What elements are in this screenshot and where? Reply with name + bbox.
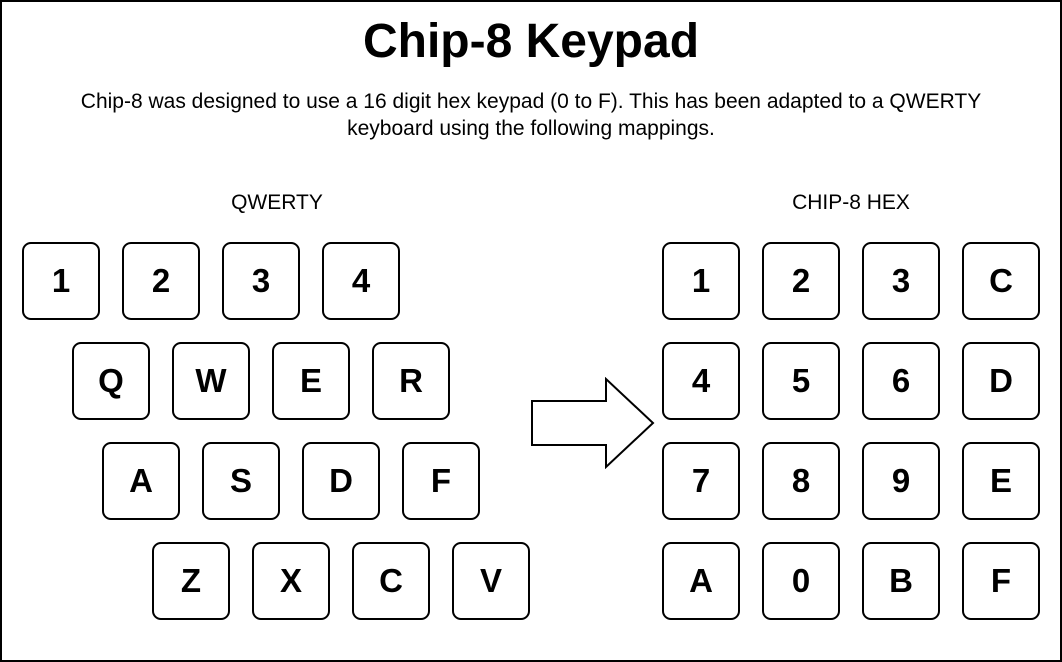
hex-key[interactable]: 9 — [862, 442, 940, 520]
page-title: Chip-8 Keypad — [362, 15, 700, 68]
qwerty-key[interactable]: W — [172, 342, 250, 420]
qwerty-key[interactable]: F — [402, 442, 480, 520]
description-text: Chip-8 was designed to use a 16 digit he… — [80, 90, 982, 140]
hex-key[interactable]: B — [862, 542, 940, 620]
hex-key[interactable]: 6 — [862, 342, 940, 420]
hex-key[interactable]: F — [962, 542, 1040, 620]
hex-key[interactable]: 7 — [662, 442, 740, 520]
right-arrow-icon — [531, 377, 655, 469]
hex-key[interactable]: E — [962, 442, 1040, 520]
qwerty-key[interactable]: 3 — [222, 242, 300, 320]
hex-key[interactable]: A — [662, 542, 740, 620]
hex-key[interactable]: 5 — [762, 342, 840, 420]
hex-key[interactable]: C — [962, 242, 1040, 320]
qwerty-key[interactable]: E — [272, 342, 350, 420]
qwerty-key[interactable]: C — [352, 542, 430, 620]
qwerty-key[interactable]: R — [372, 342, 450, 420]
qwerty-label: QWERTY — [231, 191, 323, 214]
qwerty-key[interactable]: D — [302, 442, 380, 520]
qwerty-key[interactable]: X — [252, 542, 330, 620]
qwerty-key[interactable]: 2 — [122, 242, 200, 320]
qwerty-key[interactable]: V — [452, 542, 530, 620]
qwerty-key[interactable]: Q — [72, 342, 150, 420]
qwerty-key[interactable]: 4 — [322, 242, 400, 320]
chip8-hex-label: CHIP-8 HEX — [792, 191, 910, 214]
qwerty-key[interactable]: Z — [152, 542, 230, 620]
qwerty-key[interactable]: 1 — [22, 242, 100, 320]
qwerty-key[interactable]: A — [102, 442, 180, 520]
hex-key[interactable]: 2 — [762, 242, 840, 320]
hex-key[interactable]: 3 — [862, 242, 940, 320]
hex-key[interactable]: 4 — [662, 342, 740, 420]
hex-key[interactable]: 0 — [762, 542, 840, 620]
hex-key[interactable]: 1 — [662, 242, 740, 320]
hex-key[interactable]: 8 — [762, 442, 840, 520]
qwerty-key[interactable]: S — [202, 442, 280, 520]
hex-key[interactable]: D — [962, 342, 1040, 420]
